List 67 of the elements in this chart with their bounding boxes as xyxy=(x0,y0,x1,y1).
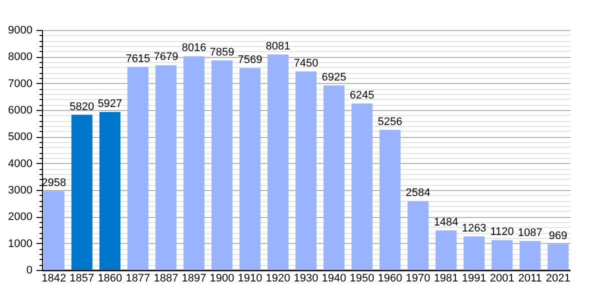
x-tick-label: 1857 xyxy=(70,272,94,284)
x-tick-label: 1970 xyxy=(406,272,430,284)
data-label: 8081 xyxy=(266,40,290,53)
bar xyxy=(492,240,513,270)
data-label: 5927 xyxy=(98,98,122,110)
data-label: 7615 xyxy=(126,52,150,65)
y-tick-label: 1000 xyxy=(8,238,32,250)
x-tick-label: 1940 xyxy=(322,272,346,284)
x-tick-label: 1887 xyxy=(154,272,178,284)
x-tick-label: 1897 xyxy=(182,272,206,284)
x-tick-label: 2011 xyxy=(518,272,542,284)
y-tick-label: 0 xyxy=(26,264,32,276)
bar xyxy=(352,103,373,270)
data-label: 5820 xyxy=(70,100,94,113)
x-tick-label: 1930 xyxy=(294,272,318,284)
y-tick-label: 8000 xyxy=(8,51,32,64)
x-tick-label: 1981 xyxy=(434,272,458,284)
data-label: 2958 xyxy=(42,177,66,190)
data-label: 5256 xyxy=(378,116,402,128)
x-tick-label: 1877 xyxy=(126,272,150,284)
y-tick-label: 7000 xyxy=(8,78,32,90)
y-tick-label: 6000 xyxy=(8,104,32,116)
bar xyxy=(380,130,401,270)
y-tick-label: 2000 xyxy=(8,211,32,224)
data-label: 7859 xyxy=(210,46,234,58)
x-tick-label: 1991 xyxy=(462,272,486,284)
bar xyxy=(520,241,541,270)
bar xyxy=(295,71,317,270)
data-label: 1120 xyxy=(490,226,514,238)
bar xyxy=(127,66,148,270)
bar xyxy=(464,236,485,270)
y-tick-label: 5000 xyxy=(8,131,32,144)
bar xyxy=(267,54,288,270)
data-label: 7450 xyxy=(294,57,318,70)
data-label: 969 xyxy=(548,230,568,242)
bar xyxy=(183,56,204,270)
bar xyxy=(211,60,232,270)
x-tick-label: 2021 xyxy=(546,272,570,284)
data-label: 1263 xyxy=(462,222,486,234)
x-tick-label: 1910 xyxy=(238,272,262,284)
bar xyxy=(324,85,345,270)
bar xyxy=(155,65,176,270)
x-tick-label: 2001 xyxy=(490,272,514,284)
data-label: 1484 xyxy=(434,216,458,228)
y-tick-label: 4000 xyxy=(8,158,32,170)
bar xyxy=(43,191,64,270)
x-tick-label: 1920 xyxy=(266,272,290,284)
bar xyxy=(548,244,569,270)
x-tick-label: 1960 xyxy=(378,272,402,284)
data-label: 8016 xyxy=(182,42,206,54)
y-tick-label: 9000 xyxy=(8,24,32,36)
data-label: 7569 xyxy=(238,54,262,66)
bar xyxy=(99,112,120,270)
data-label: 6245 xyxy=(350,89,374,102)
x-tick-label: 1860 xyxy=(98,272,122,284)
x-tick-label: 1950 xyxy=(350,272,374,284)
data-label: 1087 xyxy=(518,227,542,240)
data-label: 6925 xyxy=(322,71,346,84)
bar xyxy=(408,201,429,270)
bar xyxy=(239,68,260,270)
x-tick-label: 1900 xyxy=(210,272,234,284)
bar xyxy=(71,114,92,270)
bar xyxy=(436,230,457,270)
data-label: 2584 xyxy=(406,187,430,200)
x-tick-label: 1842 xyxy=(42,272,66,284)
data-label: 7679 xyxy=(154,51,178,64)
y-tick-label: 3000 xyxy=(8,184,32,196)
